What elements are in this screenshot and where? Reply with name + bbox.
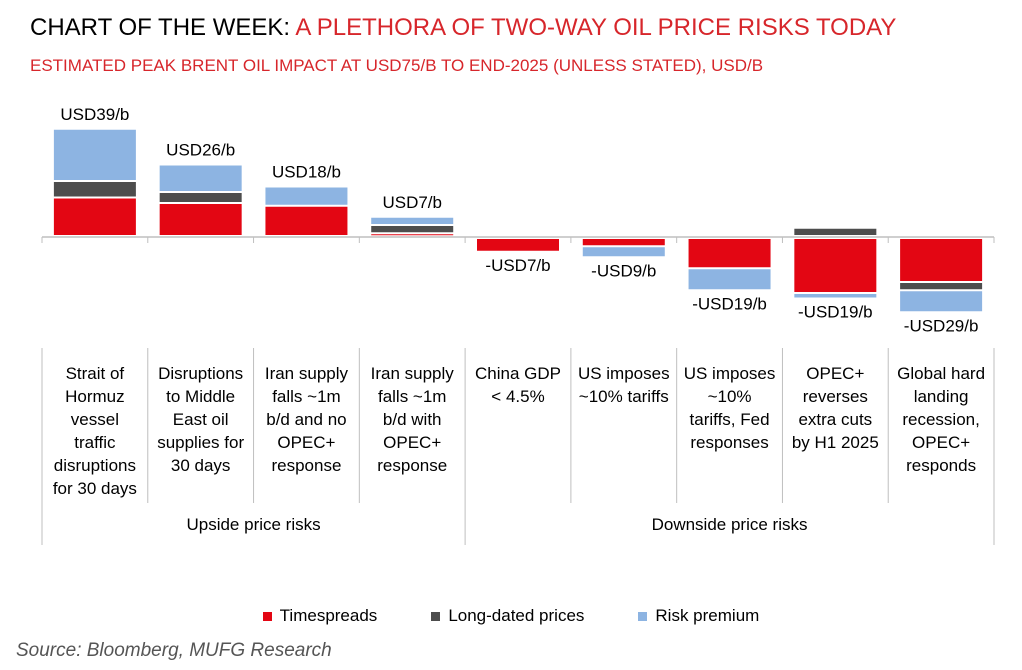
- bar-chart: USD39/b USD26/b USD18/b USD7/b -USD7/b -USD9/…: [41, 105, 995, 545]
- category-label-line: ~10% tariffs: [578, 387, 669, 406]
- category-label: Global hard landing recession, OPEC+ respond…: [887, 362, 995, 477]
- bar-segment-risk-premium: [688, 269, 771, 290]
- category-label-line: OPEC+: [383, 433, 442, 452]
- category-label: China GDP < 4.5%: [464, 362, 572, 408]
- category-label-line: to Middle: [166, 387, 236, 406]
- category-label-line: by H1 2025: [791, 433, 879, 452]
- bar-segment-risk-premium: [900, 291, 983, 312]
- bar-segment-risk-premium: [159, 165, 242, 191]
- group-label: Upside price risks: [186, 515, 321, 534]
- category-label-line: response: [377, 456, 448, 475]
- source-note: Source: Bloomberg, MUFG Research: [16, 640, 332, 661]
- category-label-line: Global hard: [897, 364, 986, 383]
- category-label: US imposes ~10% tariffs: [570, 362, 678, 408]
- legend-label: Risk premium: [655, 606, 760, 625]
- bar-segment-timespreads: [53, 198, 136, 235]
- group-label: Downside price risks: [651, 515, 808, 534]
- category-label: Strait of Hormuz vessel traffic disruptions f…: [41, 362, 149, 500]
- category-label: Iran supply falls ~1m b/d with OPEC+ respons…: [358, 362, 466, 477]
- category-label-line: response: [271, 456, 342, 475]
- category-label-line: US imposes: [683, 364, 776, 383]
- bar-segment-risk-premium: [265, 187, 348, 205]
- category-label-line: Iran supply: [264, 364, 349, 383]
- total-label: USD7/b: [382, 193, 442, 212]
- total-label: -USD19/b: [798, 303, 873, 322]
- bar-segment-timespreads: [371, 234, 454, 236]
- total-label: -USD19/b: [692, 294, 767, 313]
- bar-segment-long-dated-prices: [794, 228, 877, 235]
- category-label-line: East oil: [172, 410, 229, 429]
- legend: Timespreads Long-dated prices Risk premium: [0, 606, 1022, 626]
- category-label-line: b/d and no: [266, 410, 347, 429]
- bar-segment-timespreads: [159, 204, 242, 235]
- total-label: -USD9/b: [591, 261, 656, 280]
- category-label-line: Strait of: [65, 364, 125, 383]
- legend-label: Long-dated prices: [448, 606, 585, 625]
- category-label-line: b/d with: [382, 410, 442, 429]
- category-label-line: OPEC+: [806, 364, 865, 383]
- category-label-line: vessel: [70, 410, 119, 429]
- legend-label: Timespreads: [279, 606, 378, 625]
- category-label-line: responses: [690, 433, 769, 452]
- category-label-line: supplies for: [157, 433, 245, 452]
- bar-segment-timespreads: [688, 239, 771, 268]
- bar-segment-long-dated-prices: [159, 193, 242, 202]
- legend-swatch: [262, 611, 272, 621]
- category-label: US imposes ~10% tariffs, Fed responses: [676, 362, 784, 454]
- category-label-line: OPEC+: [277, 433, 336, 452]
- category-label-line: falls ~1m: [272, 387, 341, 406]
- category-label-line: responds: [906, 456, 977, 475]
- total-label: USD39/b: [60, 105, 129, 124]
- category-label-line: reverses: [802, 387, 868, 406]
- bar-segment-timespreads: [265, 206, 348, 235]
- category-label-line: for 30 days: [52, 479, 137, 498]
- category-label-line: recession,: [902, 410, 980, 429]
- category-label-line: tariffs, Fed: [689, 410, 770, 429]
- total-label: USD18/b: [272, 163, 341, 182]
- bar-segment-timespreads: [900, 239, 983, 281]
- category-label-line: < 4.5%: [491, 387, 545, 406]
- title-prefix: CHART OF THE WEEK:: [30, 14, 296, 41]
- total-label: USD26/b: [166, 141, 235, 160]
- chart-subtitle: ESTIMATED PEAK BRENT OIL IMPACT AT USD75…: [30, 56, 764, 75]
- category-label-line: China GDP: [475, 364, 561, 383]
- chart-title: CHART OF THE WEEK: A PLETHORA OF TWO-WAY…: [30, 14, 896, 42]
- title-highlight: A PLETHORA OF TWO-WAY OIL PRICE RISKS TO…: [295, 14, 897, 41]
- bar-segment-timespreads: [794, 239, 877, 292]
- bar-segment-long-dated-prices: [371, 226, 454, 233]
- legend-item: Long-dated prices: [431, 606, 584, 626]
- bar-segment-risk-premium: [371, 217, 454, 224]
- category-label: OPEC+ reverses extra cuts by H1 2025: [781, 362, 889, 454]
- bar-segment-risk-premium: [794, 294, 877, 298]
- category-label-line: Hormuz: [65, 387, 125, 406]
- bar-segment-timespreads: [477, 239, 559, 251]
- category-label-line: US imposes: [577, 364, 670, 383]
- category-label-line: disruptions: [53, 456, 136, 475]
- category-label-line: extra cuts: [798, 410, 873, 429]
- total-label: -USD29/b: [904, 316, 979, 335]
- bar-segment-risk-premium: [53, 129, 136, 180]
- category-label-line: falls ~1m: [377, 387, 447, 406]
- bar-segment-long-dated-prices: [900, 283, 983, 290]
- legend-item: Timespreads: [262, 606, 378, 626]
- legend-swatch: [431, 611, 441, 621]
- category-label-line: 30 days: [170, 456, 231, 475]
- bar-segment-long-dated-prices: [53, 182, 136, 197]
- legend-item: Risk premium: [638, 606, 759, 626]
- category-label-line: Iran supply: [370, 364, 454, 383]
- bar-segment-timespreads: [582, 239, 665, 246]
- category-label: Disruptions to Middle East oil supplies for…: [147, 362, 255, 477]
- bar-segment-risk-premium: [582, 247, 665, 257]
- category-label-line: Disruptions: [158, 364, 244, 383]
- category-label: Iran supply falls ~1m b/d and no OPEC+ respo…: [252, 362, 360, 477]
- category-label-line: landing: [913, 387, 969, 406]
- category-label-line: traffic: [74, 433, 116, 452]
- legend-swatch: [638, 611, 648, 621]
- total-label: -USD7/b: [485, 256, 550, 275]
- category-label-line: OPEC+: [912, 433, 971, 452]
- category-label-line: ~10%: [707, 387, 752, 406]
